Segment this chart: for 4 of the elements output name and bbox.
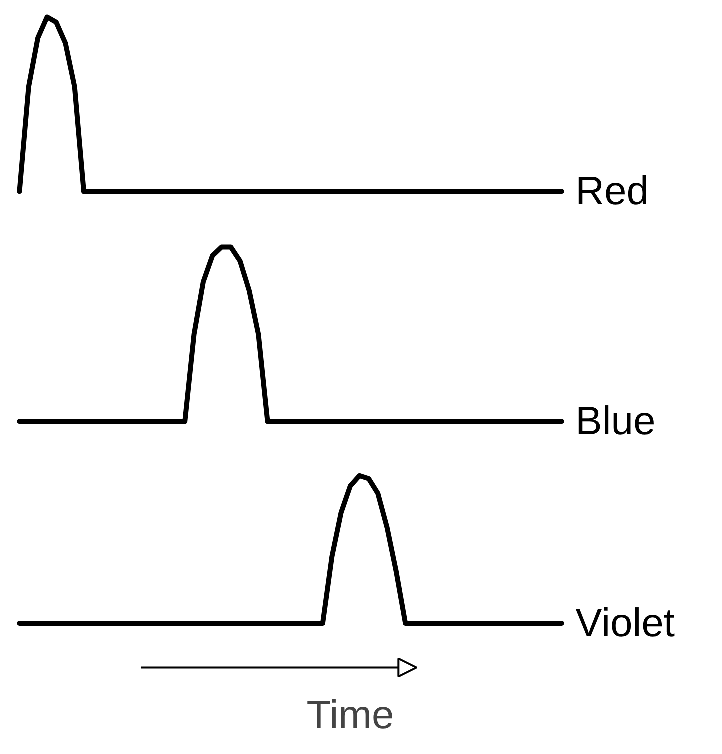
series-label: Blue [576,400,656,444]
series-label: Violet [576,601,675,646]
x-axis-title: Time [306,694,394,738]
series-label: Red [576,170,650,214]
